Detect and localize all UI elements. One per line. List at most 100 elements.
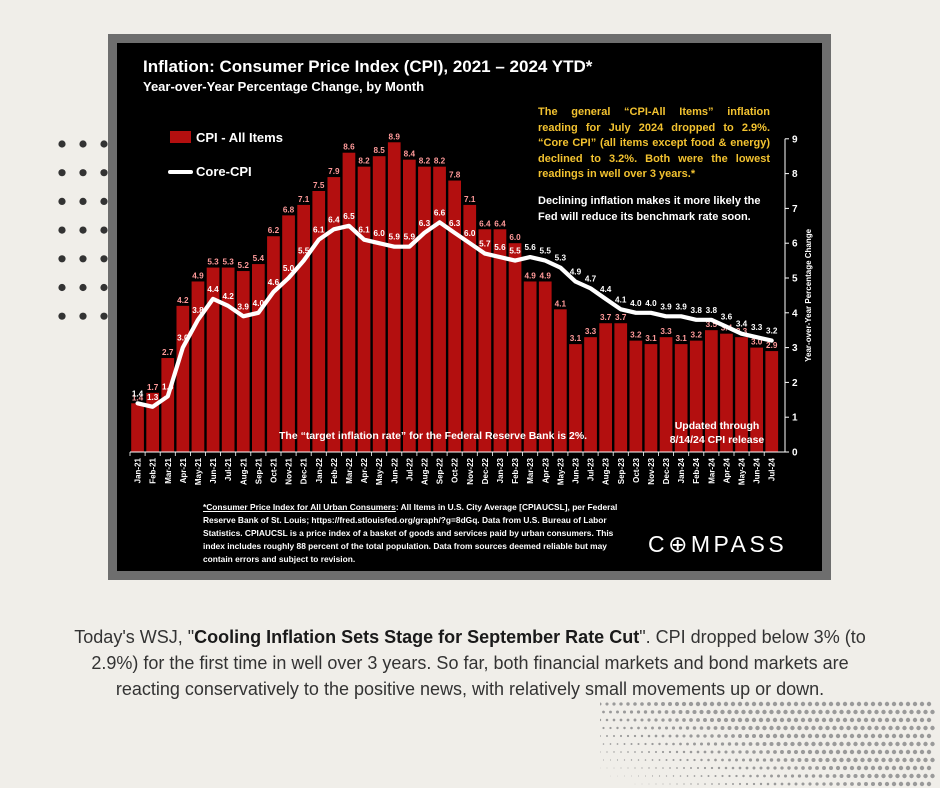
halftone-dot [849,765,855,771]
cpi-bar [584,337,597,452]
cpi-bar-label: 8.2 [358,157,370,166]
core-cpi-line [135,220,774,409]
halftone-dot [731,734,735,738]
cpi-bar-label: 2.9 [766,341,778,350]
caption-suffix: ". CPI dropped below 3% (to 2.9%) for th… [91,627,866,699]
cpi-bar [735,337,748,452]
halftone-dot [783,741,788,747]
halftone-dot [881,757,886,763]
halftone-dot [794,782,798,786]
decorative-dot [58,169,66,177]
core-cpi-label: 5.7 [479,240,491,249]
cpi-bar-label: 7.9 [328,167,340,176]
cpi-bar-label: 1.7 [147,383,159,392]
source-body: : All Items in U.S. City Average [CPIAUC… [203,502,618,564]
decorative-dot [100,197,108,205]
halftone-dot [769,709,774,715]
halftone-dot [703,766,707,770]
halftone-dot [905,701,911,707]
halftone-dot [623,743,626,745]
halftone-dot [853,741,858,747]
cpi-bar-label: 6.2 [268,226,280,235]
halftone-dot [737,701,743,707]
halftone-dot [884,749,890,755]
halftone-dot [822,766,826,770]
halftone-dot [707,775,710,777]
halftone-dot [912,781,918,787]
halftone-dot [839,709,844,715]
halftone-dot [762,709,767,715]
halftone-dot [783,774,788,778]
halftone-dot [853,709,858,715]
halftone-dot [863,717,869,723]
halftone-dot [860,725,865,731]
x-tick-label: Jun-21 [209,457,218,483]
halftone-dot [745,766,749,770]
halftone-dot [697,783,699,785]
halftone-dot [737,717,743,723]
halftone-dot [842,733,848,739]
cpi-bar-label: 7.5 [313,181,325,190]
x-tick-label: Nov-23 [647,457,656,484]
halftone-dot [682,734,686,738]
halftone-dot [738,782,742,786]
halftone-dot [752,782,756,786]
halftone-dot [793,749,799,755]
halftone-dot [825,741,830,747]
halftone-dot [765,701,771,707]
halftone-dot [700,775,703,777]
x-tick-label: Jan-24 [677,457,686,483]
core-cpi-label: 4.2 [222,292,234,301]
core-cpi-label: 6.3 [449,219,461,228]
halftone-dot [720,709,725,715]
caption-headline: Cooling Inflation Sets Stage for Septemb… [194,627,640,647]
updated-note: Updated through 8/14/24 CPI release [669,420,765,446]
halftone-dot [644,742,647,746]
halftone-dot [898,733,904,739]
halftone-dot [783,709,788,715]
source-lead: *Consumer Price Index for All Urban Cons… [203,502,396,512]
halftone-dot [731,750,735,754]
halftone-dot [616,743,619,745]
halftone-dot [735,774,738,778]
cpi-bar [493,229,507,452]
chart-title: Inflation: Consumer Price Index (CPI), 2… [143,57,593,76]
halftone-dot [839,774,844,778]
halftone-dot [923,725,928,731]
halftone-dot [888,757,893,763]
decorative-dot [100,140,108,148]
decorative-dot [58,283,66,292]
x-tick-label: Jan-22 [315,457,324,483]
halftone-dot [636,710,641,714]
halftone-dot [881,725,886,731]
halftone-dot [752,766,756,770]
halftone-dot [686,775,689,777]
halftone-dot [769,758,774,762]
halftone-dot [776,725,781,731]
decorative-dot [79,312,87,320]
halftone-dot [622,710,627,714]
cpi-bar-label: 8.9 [389,132,401,141]
halftone-dot [678,710,683,714]
halftone-dot [835,701,841,707]
halftone-dot [800,733,806,739]
halftone-dot [832,725,837,731]
halftone-dot [800,701,806,707]
halftone-dot [857,782,861,786]
decorative-dot [79,255,87,263]
cpi-bar-label: 6.4 [479,219,491,228]
x-tick-label: Jun-24 [753,457,762,483]
halftone-dot [779,717,785,723]
halftone-dot [828,749,834,755]
halftone-dot [797,725,802,731]
decorative-dot [100,169,108,177]
halftone-dot [849,733,855,739]
core-cpi-label: 4.0 [645,299,657,308]
halftone-dot [860,709,865,715]
halftone-dot [843,782,847,786]
halftone-dot [867,709,872,715]
cpi-bar-label: 5.3 [222,258,234,267]
halftone-dot [766,766,770,770]
halftone-dot [874,757,879,763]
cpi-bar-label: 3.2 [630,331,642,340]
